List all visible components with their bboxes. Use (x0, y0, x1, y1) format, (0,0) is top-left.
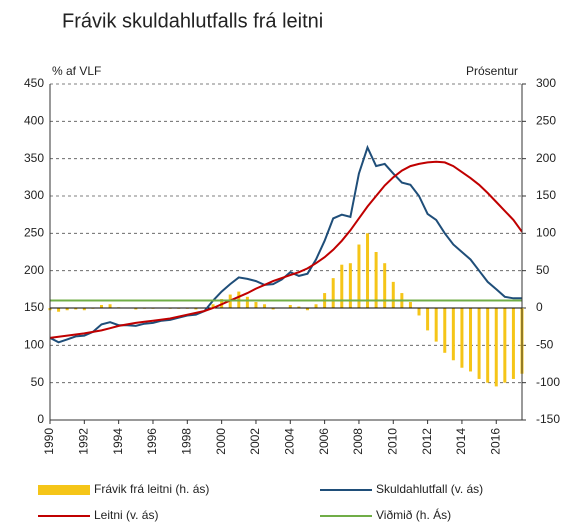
bar (74, 308, 78, 310)
x-tick-label: 1996 (145, 428, 159, 455)
bar (426, 308, 430, 331)
x-tick-label: 1994 (111, 428, 125, 455)
bar (383, 263, 387, 308)
bar (340, 264, 344, 308)
bar (494, 308, 498, 387)
bar (374, 252, 378, 308)
x-tick-label: 2016 (488, 428, 502, 455)
y-tick-label: 50 (31, 375, 45, 389)
y-tick-label: 0 (37, 412, 44, 426)
y-tick-label: 150 (24, 300, 44, 314)
bar (434, 308, 438, 342)
bar (460, 308, 464, 368)
y-tick-label: 250 (24, 226, 44, 240)
line (49, 144, 522, 344)
bar (503, 308, 507, 383)
x-tick-label: 1992 (76, 428, 90, 455)
y2-axis-label: Prósentur (466, 64, 518, 78)
x-tick-label: 1990 (42, 428, 56, 455)
bar (288, 305, 292, 308)
x-tick-label: 2010 (385, 428, 399, 455)
bar (271, 308, 275, 310)
bar (134, 308, 138, 310)
bar (254, 302, 258, 308)
y2-tick-label: -150 (536, 412, 560, 426)
bar (366, 233, 370, 308)
bar (263, 304, 267, 308)
bar (99, 305, 103, 308)
bar (486, 308, 490, 383)
bar (245, 296, 249, 308)
y2-tick-label: 100 (536, 226, 556, 240)
x-tick-label: 2002 (248, 428, 262, 455)
y2-tick-label: 200 (536, 151, 556, 165)
bar (348, 263, 352, 308)
bar (391, 281, 395, 308)
bar (357, 244, 361, 308)
bar (469, 308, 473, 372)
legend-label: Leitni (v. ás) (94, 508, 158, 522)
bar (314, 304, 318, 308)
chart-title: Frávik skuldahlutfalls frá leitni (62, 10, 323, 32)
bar (297, 306, 301, 308)
bar (477, 308, 481, 379)
legend-label: Viðmið (h. Ás) (376, 507, 451, 522)
bar (57, 308, 61, 312)
y-axis-label: % af VLF (52, 64, 101, 78)
y2-tick-label: 300 (536, 76, 556, 90)
x-tick-label: 2006 (317, 428, 331, 455)
x-tick-label: 2012 (420, 428, 434, 455)
x-tick-label: 2004 (282, 428, 296, 455)
x-tick-label: 2000 (214, 428, 228, 455)
bar (305, 308, 309, 311)
y-tick-label: 400 (24, 114, 44, 128)
y2-tick-label: 0 (536, 300, 543, 314)
legend-label: Skuldahlutfall (v. ás) (376, 482, 483, 496)
line (49, 160, 523, 339)
bar (82, 308, 86, 311)
y2-tick-label: -50 (536, 338, 554, 352)
y-tick-label: 300 (24, 188, 44, 202)
bar (408, 302, 412, 308)
y2-tick-label: 250 (536, 114, 556, 128)
bar (65, 308, 69, 311)
y2-tick-label: -100 (536, 375, 560, 389)
x-tick-label: 2014 (454, 428, 468, 455)
bar (211, 304, 215, 308)
y2-tick-label: 150 (536, 188, 556, 202)
bar (511, 308, 515, 379)
y-tick-label: 450 (24, 76, 44, 90)
bar (417, 308, 421, 316)
y2-tick-label: 50 (536, 263, 550, 277)
bar (194, 308, 198, 310)
legend-label: Frávik frá leitni (h. ás) (94, 482, 209, 496)
x-tick-label: 2008 (351, 428, 365, 455)
y-tick-label: 350 (24, 151, 44, 165)
bar (451, 308, 455, 361)
y-tick-label: 100 (24, 338, 44, 352)
bar (443, 308, 447, 353)
legend-swatch (38, 485, 90, 495)
bar (108, 304, 112, 308)
x-tick-label: 1998 (179, 428, 193, 455)
y-tick-label: 200 (24, 263, 44, 277)
bar (331, 278, 335, 308)
